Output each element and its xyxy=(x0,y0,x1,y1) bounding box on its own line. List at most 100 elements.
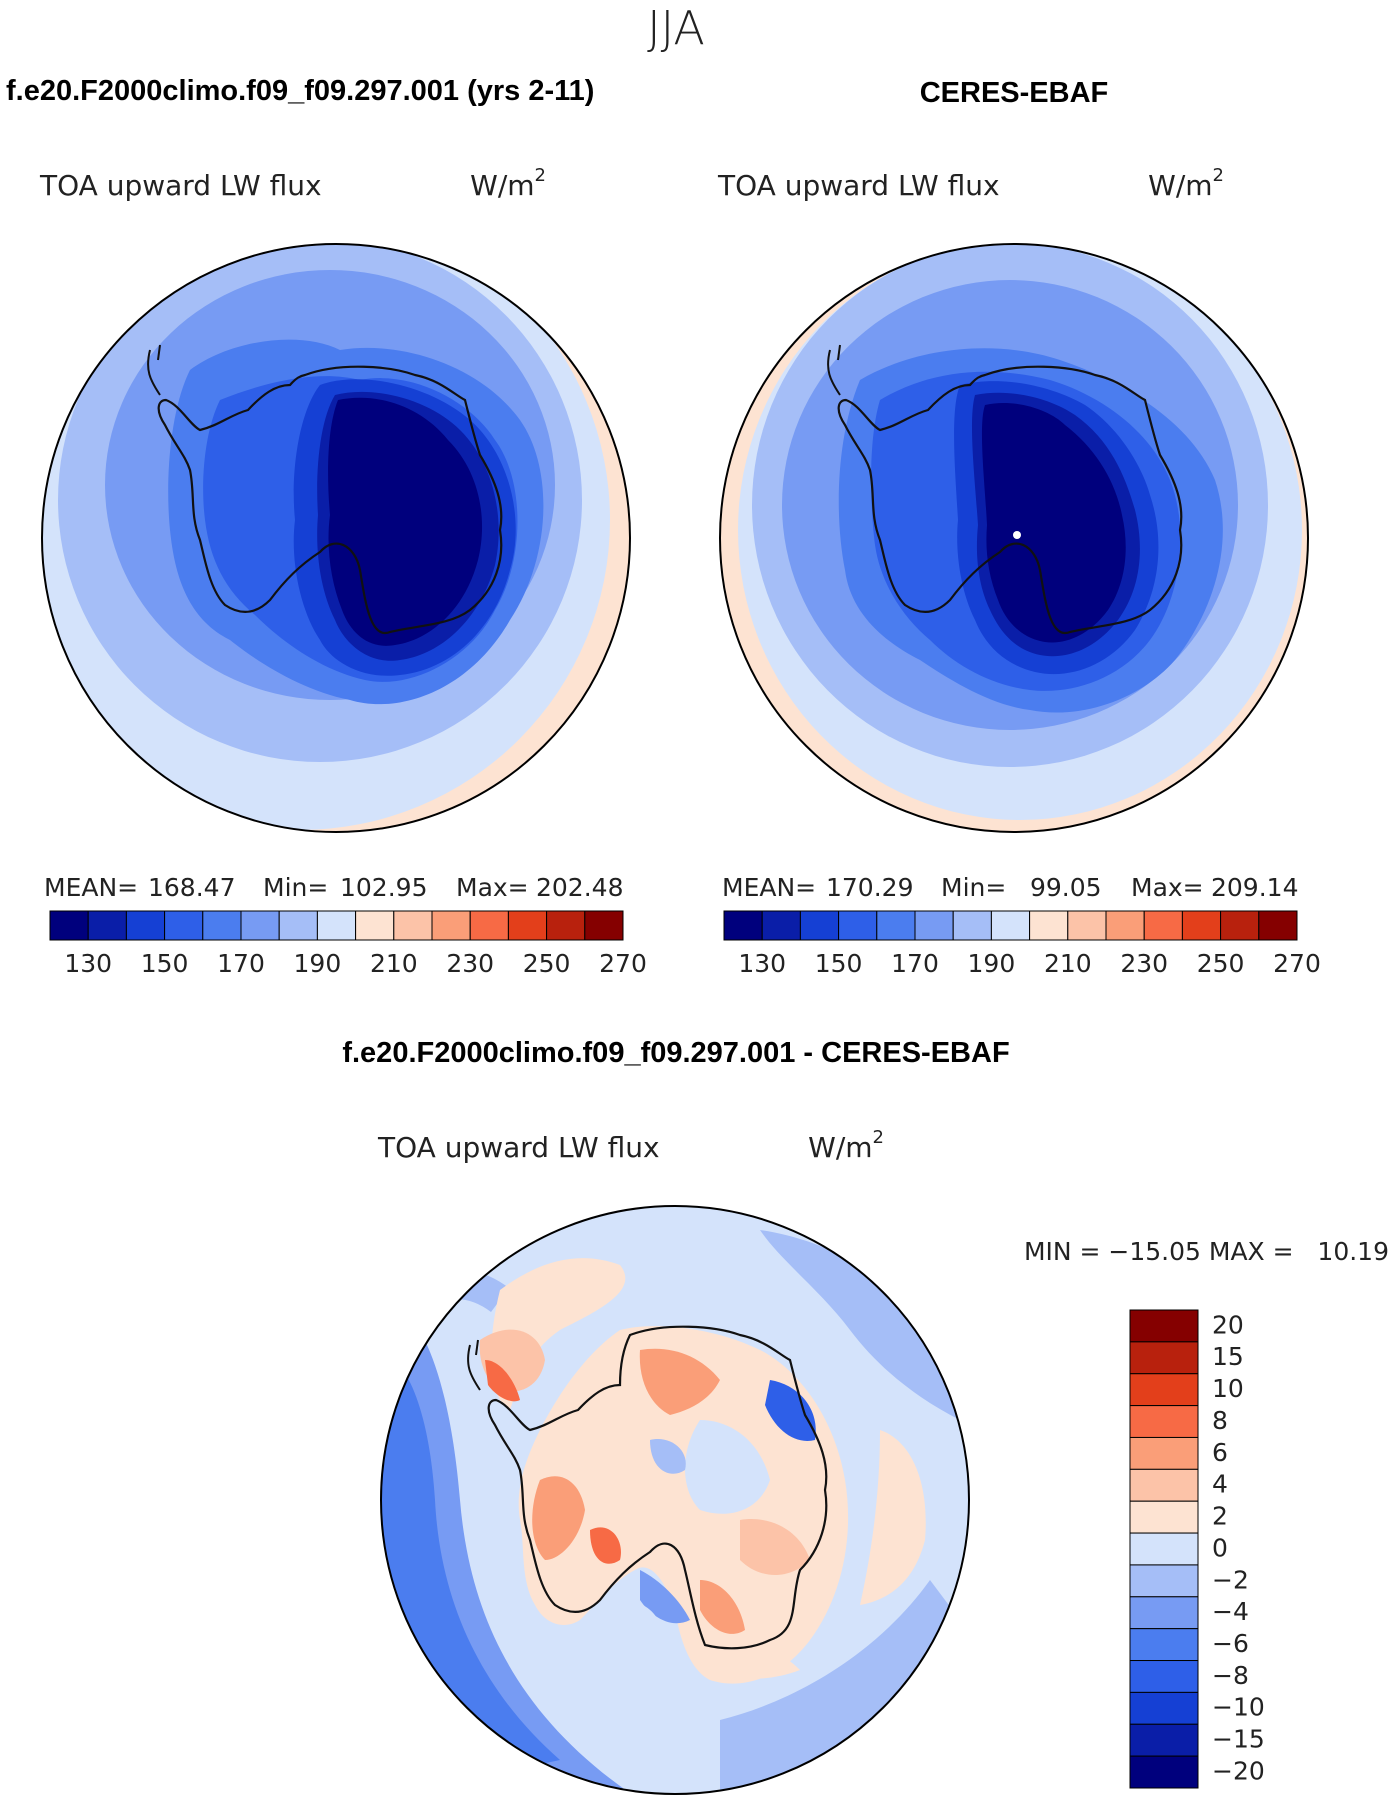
obs-colorbar-tick-label: 170 xyxy=(891,949,939,978)
model-colorbar-swatch xyxy=(584,910,624,941)
obs-header: CERES-EBAF xyxy=(920,77,1109,109)
model-colorbar-swatch xyxy=(507,910,548,941)
model-polar-map xyxy=(42,244,630,832)
model-units: W/m2 xyxy=(470,165,546,202)
diff-colorbar-tick-label: −6 xyxy=(1212,1629,1249,1658)
model-colorbar-tick-label: 150 xyxy=(141,949,189,978)
obs-units: W/m2 xyxy=(1148,165,1224,202)
diff-colorbar-swatch xyxy=(1129,1373,1199,1407)
obs-max-value: 209.14 xyxy=(1211,873,1298,902)
model-mean-value: 168.47 xyxy=(148,873,235,902)
model-colorbar-swatch xyxy=(49,910,89,941)
model-colorbar-swatch xyxy=(87,910,127,941)
obs-polar-map xyxy=(720,244,1308,832)
diff-colorbar: 20 15 10 8 6 4 20 −2 −4 −6 −8 −10 −15−20 xyxy=(1129,1309,1265,1789)
diff-colorbar-tick-label: −2 xyxy=(1212,1565,1249,1594)
diff-colorbar-swatch xyxy=(1129,1341,1199,1375)
model-colorbar-swatch xyxy=(316,910,357,941)
model-colorbar-swatch xyxy=(546,910,586,941)
diff-colorbar-tick-label: 6 xyxy=(1212,1438,1228,1467)
model-colorbar-tick-label: 230 xyxy=(446,949,494,978)
diff-colorbar-tick-label: 0 xyxy=(1212,1533,1228,1562)
model-colorbar-tick-label: 130 xyxy=(64,949,112,978)
obs-colorbar-tick-label: 270 xyxy=(1273,949,1321,978)
obs-colorbar-swatch xyxy=(1220,910,1260,941)
diff-colorbar-swatch xyxy=(1129,1628,1199,1662)
diff-header: f.e20.F2000climo.f09_f09.297.001 - CERES… xyxy=(342,1037,1009,1069)
model-colorbar-tick-label: 250 xyxy=(523,949,571,978)
diff-colorbar-swatch xyxy=(1129,1500,1199,1534)
diff-colorbar-swatch xyxy=(1129,1532,1199,1566)
obs-colorbar-swatch xyxy=(990,910,1031,941)
diff-colorbar-swatch xyxy=(1129,1405,1199,1438)
obs-colorbar-swatch xyxy=(761,910,801,941)
obs-colorbar: 130 150 170 190 210 230 250 270 xyxy=(723,910,1321,978)
diff-colorbar-tick-label: 10 xyxy=(1212,1374,1244,1403)
model-colorbar-swatch xyxy=(355,910,395,941)
diff-minmax: MIN = −15.05 MAX = 10.19 xyxy=(1024,1237,1389,1266)
model-colorbar-swatch xyxy=(240,910,280,941)
model-colorbar: 130 150 170 190 210 230 250 270 xyxy=(49,910,647,978)
model-map-border xyxy=(41,243,631,833)
model-min-value: 102.95 xyxy=(340,873,427,902)
model-max-label: Max= xyxy=(456,873,529,902)
obs-colorbar-swatch xyxy=(952,910,992,941)
diff-polar-map xyxy=(381,1206,969,1794)
obs-colorbar-tick-label: 150 xyxy=(815,949,863,978)
obs-colorbar-tick-label: 190 xyxy=(968,949,1016,978)
diff-units: W/m2 xyxy=(808,1127,884,1164)
diff-colorbar-swatch xyxy=(1129,1660,1199,1693)
diff-colorbar-swatch xyxy=(1129,1755,1199,1789)
diff-colorbar-swatch xyxy=(1129,1723,1199,1757)
obs-mean-value: 170.29 xyxy=(826,873,913,902)
season-title: JJA xyxy=(647,1,705,55)
diff-colorbar-tick-label: −15 xyxy=(1212,1725,1265,1754)
obs-min-label: Min= xyxy=(941,873,1006,902)
diff-colorbar-tick-label: 15 xyxy=(1212,1342,1244,1371)
obs-colorbar-swatch xyxy=(914,910,954,941)
obs-variable-label: TOA upward LW flux xyxy=(717,169,1000,202)
model-colorbar-swatch xyxy=(278,910,318,941)
model-variable-label: TOA upward LW flux xyxy=(39,169,322,202)
model-colorbar-tick-label: 210 xyxy=(370,949,418,978)
diff-colorbar-tick-label: 4 xyxy=(1212,1470,1228,1499)
obs-colorbar-swatch xyxy=(799,910,840,941)
obs-colorbar-tick-label: 250 xyxy=(1197,949,1245,978)
diff-colorbar-swatch xyxy=(1129,1436,1199,1470)
diff-colorbar-tick-label: 2 xyxy=(1212,1502,1228,1531)
diff-variable-label: TOA upward LW flux xyxy=(377,1131,660,1164)
model-header: f.e20.F2000climo.f09_f09.297.001 (yrs 2-… xyxy=(6,75,594,107)
diff-colorbar-swatch xyxy=(1129,1691,1199,1725)
diff-colorbar-swatch xyxy=(1129,1468,1199,1502)
diff-colorbar-tick-label: −8 xyxy=(1212,1661,1249,1690)
obs-map-border xyxy=(719,243,1309,833)
obs-colorbar-swatch xyxy=(1143,910,1183,941)
obs-colorbar-tick-label: 210 xyxy=(1044,949,1092,978)
diff-colorbar-tick-label: 20 xyxy=(1212,1310,1244,1339)
obs-colorbar-swatch xyxy=(1181,910,1222,941)
model-colorbar-swatch xyxy=(469,910,509,941)
model-colorbar-tick-label: 170 xyxy=(217,949,265,978)
model-colorbar-swatch xyxy=(125,910,166,941)
obs-colorbar-swatch xyxy=(1258,910,1298,941)
model-colorbar-swatch xyxy=(202,910,242,941)
model-colorbar-swatch xyxy=(393,910,433,941)
obs-max-label: Max= xyxy=(1131,873,1204,902)
diff-colorbar-swatch xyxy=(1129,1596,1199,1630)
obs-colorbar-swatch xyxy=(1029,910,1069,941)
model-colorbar-tick-label: 190 xyxy=(294,949,342,978)
obs-colorbar-tick-label: 130 xyxy=(738,949,786,978)
obs-colorbar-swatch xyxy=(838,910,878,941)
obs-min-value: 99.05 xyxy=(1030,873,1102,902)
model-colorbar-swatch xyxy=(164,910,204,941)
diff-colorbar-tick-label: −20 xyxy=(1212,1756,1265,1785)
diff-colorbar-tick-label: −4 xyxy=(1212,1597,1249,1626)
obs-colorbar-tick-label: 230 xyxy=(1120,949,1168,978)
obs-colorbar-swatch xyxy=(723,910,763,941)
diff-colorbar-swatch xyxy=(1129,1309,1199,1343)
obs-mean-label: MEAN= xyxy=(722,873,816,902)
model-colorbar-swatch xyxy=(431,910,471,941)
diff-map-border xyxy=(380,1205,970,1795)
model-min-label: Min= xyxy=(263,873,328,902)
